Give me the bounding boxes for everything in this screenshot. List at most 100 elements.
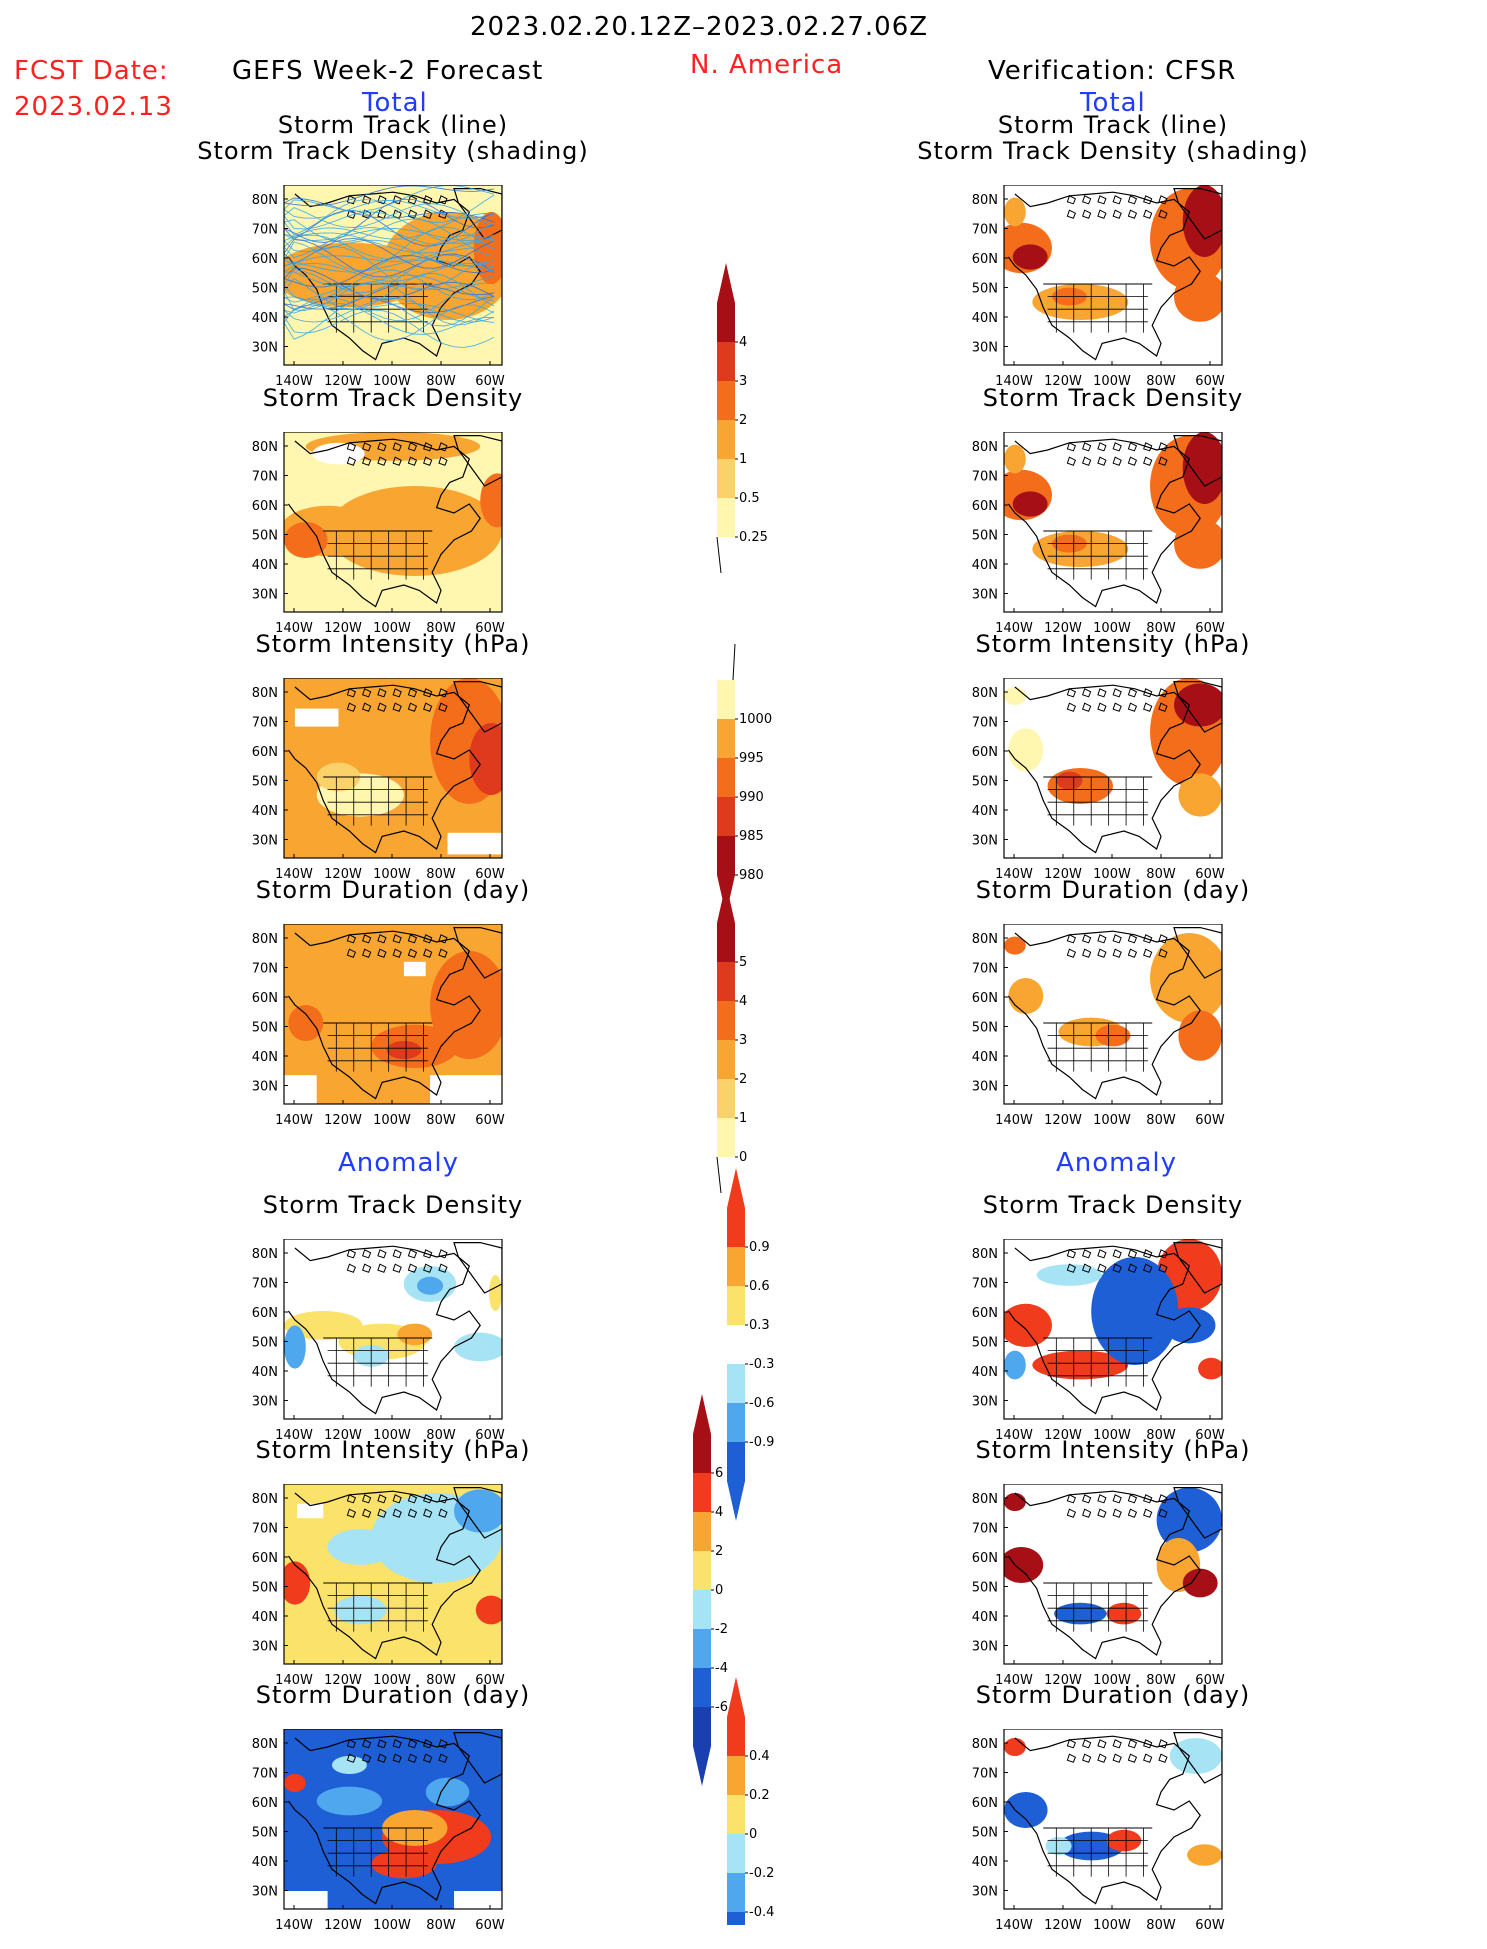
density-colorbar: 4 3 2 1 0.5 0.25: [716, 263, 768, 574]
right-total-label: Total: [1080, 88, 1146, 118]
left-panel-6-title1: Storm Intensity (hPa): [255, 1436, 531, 1464]
anom-intensity-colorbar-label: 0: [715, 1583, 723, 1598]
lon-tick-label: 120W: [324, 1428, 362, 1443]
lon-tick-label: 140W: [275, 1428, 313, 1443]
left-panel-5-map: 80N 70N 60N 50N 40N 30N 140W 120W 100W 80W 60W: [252, 1239, 505, 1443]
right-panel-4-title1: Storm Duration (day): [975, 876, 1251, 904]
right-panel-3-map: 80N 70N 60N 50N 40N 30N 140W 120W 100W 80W 60W: [972, 678, 1225, 882]
lat-tick-label: 40N: [252, 311, 278, 326]
left-panel-4-map: 80N 70N 60N 50N 40N 30N 140W 120W 100W 80W 60W: [252, 924, 505, 1128]
lat-tick-label: 30N: [252, 834, 278, 849]
duration-colorbar-label: 3: [739, 1033, 747, 1048]
lat-tick-label: 80N: [252, 932, 278, 947]
lat-tick-label: 50N: [252, 529, 278, 544]
anom-density-colorbar: 0.9 0.6 0.3 -0.3 -0.6 -0.9: [727, 1168, 774, 1521]
lat-tick-label: 50N: [252, 1826, 278, 1841]
lon-tick-label: 60W: [1195, 1428, 1225, 1443]
right-panel-2-map: 80N 70N 60N 50N 40N 30N 140W 120W 100W 80W 60W: [972, 432, 1225, 636]
lat-tick-label: 60N: [972, 252, 998, 267]
anom-density-colorbar-label: 0.6: [749, 1279, 770, 1294]
lon-tick-label: 140W: [275, 867, 313, 882]
anom-intensity-colorbar-label: -4: [715, 1661, 728, 1676]
lat-tick-label: 30N: [972, 588, 998, 603]
lat-tick-label: 60N: [972, 745, 998, 760]
lon-tick-label: 120W: [1044, 1918, 1082, 1933]
lon-tick-label: 100W: [373, 1918, 411, 1933]
lon-tick-label: 60W: [475, 1673, 505, 1688]
lat-tick-label: 60N: [252, 1551, 278, 1566]
lon-tick-label: 120W: [324, 374, 362, 389]
lat-tick-label: 60N: [972, 1551, 998, 1566]
lat-tick-label: 50N: [972, 775, 998, 790]
anom-duration-colorbar-label: 0.2: [749, 1788, 770, 1803]
duration-colorbar-label: 5: [739, 955, 747, 970]
density-colorbar-label: 2: [739, 413, 747, 428]
lon-tick-label: 120W: [324, 621, 362, 636]
lon-tick-label: 140W: [995, 867, 1033, 882]
lat-tick-label: 40N: [972, 1365, 998, 1380]
lat-tick-label: 80N: [252, 440, 278, 455]
right-panel-7-map: 80N 70N 60N 50N 40N 30N 140W 120W 100W 80W 60W: [972, 1729, 1225, 1933]
lon-tick-label: 140W: [275, 1673, 313, 1688]
left-column-title: GEFS Week-2 Forecast: [232, 56, 544, 86]
lat-tick-label: 30N: [972, 1885, 998, 1900]
right-panel-1-title2: Storm Track Density (shading): [917, 137, 1309, 165]
lon-tick-label: 100W: [1093, 374, 1131, 389]
duration-colorbar-label: 4: [739, 994, 747, 1009]
lon-tick-label: 140W: [995, 1113, 1033, 1128]
intensity-colorbar-label: 990: [739, 790, 764, 805]
anom-intensity-colorbar-label: 2: [715, 1544, 723, 1559]
lon-tick-label: 80W: [426, 1673, 456, 1688]
lon-tick-label: 140W: [995, 1673, 1033, 1688]
lon-tick-label: 100W: [373, 374, 411, 389]
right-panel-3-title1: Storm Intensity (hPa): [975, 630, 1251, 658]
intensity-colorbar-label: 985: [739, 829, 764, 844]
lon-tick-label: 80W: [426, 1428, 456, 1443]
lat-tick-label: 60N: [972, 1796, 998, 1811]
density-colorbar-label: 1: [739, 452, 747, 467]
lat-tick-label: 30N: [252, 1885, 278, 1900]
anom-duration-colorbar-label: -0.4: [749, 1905, 774, 1920]
region-title: N. America: [690, 50, 844, 80]
anom-density-colorbar-label: -0.6: [749, 1396, 774, 1411]
lat-tick-label: 50N: [972, 1826, 998, 1841]
intensity-colorbar-label: 980: [739, 868, 764, 883]
lon-tick-label: 120W: [324, 1113, 362, 1128]
lon-tick-label: 60W: [475, 621, 505, 636]
lon-tick-label: 80W: [426, 1113, 456, 1128]
lat-tick-label: 40N: [252, 1365, 278, 1380]
lon-tick-label: 120W: [1044, 867, 1082, 882]
intensity-colorbar-label: 1000: [739, 712, 772, 727]
lon-tick-label: 80W: [1146, 1918, 1176, 1933]
density-colorbar-label: 3: [739, 374, 747, 389]
lat-tick-label: 80N: [252, 1492, 278, 1507]
lat-tick-label: 60N: [252, 991, 278, 1006]
lon-tick-label: 60W: [475, 1428, 505, 1443]
lat-tick-label: 60N: [972, 1306, 998, 1321]
lon-tick-label: 120W: [1044, 374, 1082, 389]
lat-tick-label: 70N: [972, 1767, 998, 1782]
duration-colorbar-label: 2: [739, 1072, 747, 1087]
lon-tick-label: 140W: [275, 1113, 313, 1128]
anom-density-colorbar-label: 0.9: [749, 1240, 770, 1255]
lon-tick-label: 140W: [275, 621, 313, 636]
lat-tick-label: 80N: [252, 1737, 278, 1752]
lon-tick-label: 80W: [426, 374, 456, 389]
lat-tick-label: 40N: [252, 558, 278, 573]
lon-tick-label: 100W: [373, 1113, 411, 1128]
lon-tick-label: 80W: [426, 867, 456, 882]
lat-tick-label: 30N: [252, 1640, 278, 1655]
lat-tick-label: 40N: [252, 1610, 278, 1625]
lon-tick-label: 80W: [1146, 621, 1176, 636]
lon-tick-label: 100W: [1093, 1918, 1131, 1933]
density-colorbar-label: 0.5: [739, 491, 760, 506]
lat-tick-label: 60N: [972, 499, 998, 514]
lat-tick-label: 40N: [972, 1050, 998, 1065]
right-panel-5-title1: Storm Track Density: [982, 1191, 1244, 1219]
lon-tick-label: 60W: [475, 374, 505, 389]
lon-tick-label: 140W: [995, 374, 1033, 389]
lat-tick-label: 50N: [972, 1336, 998, 1351]
period-title: 2023.02.20.12Z–2023.02.27.06Z: [470, 12, 929, 42]
lon-tick-label: 140W: [275, 1918, 313, 1933]
